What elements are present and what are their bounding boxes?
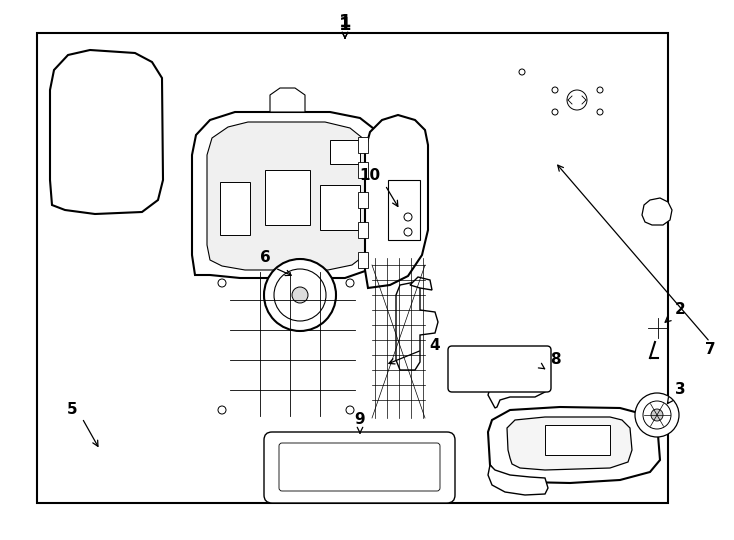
Polygon shape <box>358 162 368 178</box>
Circle shape <box>292 287 308 303</box>
Text: 3: 3 <box>675 382 686 397</box>
Text: 4: 4 <box>429 338 440 353</box>
Polygon shape <box>545 425 610 455</box>
Polygon shape <box>192 112 385 278</box>
FancyBboxPatch shape <box>448 346 551 392</box>
Polygon shape <box>488 375 545 408</box>
Polygon shape <box>270 88 305 112</box>
Text: 8: 8 <box>550 353 560 368</box>
Text: 10: 10 <box>360 167 380 183</box>
Circle shape <box>635 393 679 437</box>
Circle shape <box>552 87 558 93</box>
Polygon shape <box>320 185 360 230</box>
Text: 5: 5 <box>67 402 77 417</box>
Polygon shape <box>330 140 360 164</box>
Polygon shape <box>396 282 438 370</box>
Bar <box>37 33 668 503</box>
Polygon shape <box>220 182 250 235</box>
Polygon shape <box>207 122 370 270</box>
Polygon shape <box>365 115 428 288</box>
Polygon shape <box>488 407 660 483</box>
Text: 6: 6 <box>260 251 270 266</box>
Polygon shape <box>265 170 310 225</box>
Circle shape <box>552 109 558 115</box>
Text: 1: 1 <box>339 13 352 31</box>
Polygon shape <box>50 50 163 214</box>
Text: 9: 9 <box>355 413 366 428</box>
Polygon shape <box>358 192 368 208</box>
Text: 2: 2 <box>675 302 686 318</box>
Polygon shape <box>330 235 350 260</box>
FancyBboxPatch shape <box>264 432 455 503</box>
Polygon shape <box>358 222 368 238</box>
Circle shape <box>651 409 663 421</box>
Polygon shape <box>410 277 432 290</box>
Polygon shape <box>642 198 672 225</box>
Polygon shape <box>358 252 368 268</box>
Ellipse shape <box>286 277 314 313</box>
Circle shape <box>264 259 336 331</box>
Circle shape <box>597 87 603 93</box>
Polygon shape <box>388 180 420 240</box>
Text: 1: 1 <box>339 16 352 34</box>
Polygon shape <box>507 417 632 470</box>
Polygon shape <box>488 465 548 495</box>
Text: 7: 7 <box>705 342 716 357</box>
Polygon shape <box>358 137 368 153</box>
Circle shape <box>597 109 603 115</box>
